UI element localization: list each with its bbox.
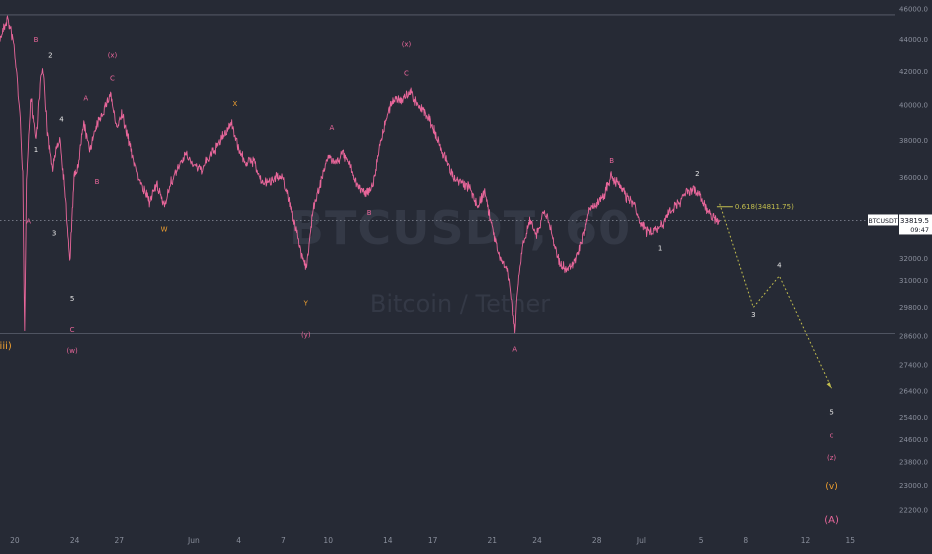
wave-label-26: 3 [751,311,755,319]
wave-label-9: (w) [67,347,78,355]
wave-label-6: 4 [59,115,64,123]
y-tick-label: 42000.0 [899,68,928,76]
x-tick-label: 7 [281,536,286,545]
x-tick-label: Jun [187,536,200,545]
wave-label-16: Y [303,299,309,307]
watermark: BTCUSDT, 60 Bitcoin / Tether [289,201,631,318]
wave-label-3: 1 [34,146,38,154]
wave-label-0: (iii) [0,341,12,352]
y-tick-label: 44000.0 [899,36,928,44]
wave-label-23: B [609,157,614,165]
wave-label-22: A [512,346,517,354]
wave-label-30: (z) [827,454,836,462]
x-tick-label: 14 [383,536,393,545]
x-tick-label: 12 [801,536,811,545]
y-tick-label: 26400.0 [899,387,928,395]
y-tick-label: 40000.0 [899,102,928,110]
y-tick-label: 29800.0 [899,304,928,312]
wave-label-5: 3 [52,230,56,238]
wave-label-31: (v) [825,482,837,492]
x-tick-label: 8 [743,536,748,545]
x-tick-label: 4 [236,536,241,545]
time-axis-panel[interactable] [0,532,932,550]
price-tag-box [899,214,932,235]
price-line [0,15,721,334]
wave-label-11: B [95,178,100,186]
price-axis-panel[interactable] [896,0,932,550]
y-tick-label: 24600.0 [899,436,928,444]
symbol-tag: BTCUSDT [869,218,898,225]
y-tick-label: 23800.0 [899,459,928,467]
horizontal-lines [0,14,895,334]
wave-label-19: B [367,209,372,217]
wave-label-7: 5 [70,295,74,303]
y-tick-label: 23000.0 [899,482,928,490]
wave-label-32: (A) [824,515,839,526]
projection-arrowhead [826,382,832,389]
wave-label-24: 1 [658,244,662,252]
projection-path: 0.618(34811.75) [716,203,833,389]
wave-label-27: 4 [777,261,782,269]
x-tick-label: 17 [428,536,438,545]
wave-label-18: A [330,124,335,132]
y-tick-label: 27400.0 [899,362,928,370]
y-tick-label: 32000.0 [899,255,928,263]
y-tick-label: 46000.0 [899,5,928,13]
y-tick-label: 28600.0 [899,332,928,340]
x-tick-label: 10 [323,536,333,545]
y-tick-label: 25400.0 [899,414,928,422]
wave-label-21: (x) [402,41,412,49]
bar-countdown: 09:47 [910,226,929,234]
wave-label-8: C [70,326,75,334]
wave-label-14: W [161,226,168,234]
wave-label-15: X [233,100,238,108]
wave-label-25: 2 [695,170,699,178]
y-tick-label: 31000.0 [899,277,928,285]
wave-label-28: 5 [829,408,833,416]
x-tick-label: 20 [10,536,20,545]
y-tick-label: 22200.0 [899,507,928,515]
wave-label-1: A [26,217,31,225]
wave-label-12: C [110,75,115,83]
price-series [0,15,721,334]
x-tick-label: 21 [488,536,498,545]
wave-label-29: c [830,432,834,440]
current-price-tag: BTCUSDT 33819.509:47 [868,214,932,235]
wave-labels: (iii) A B 1 2 3 4 5 C (w) A B C (x) W X Y (y) A B C (x) A B 1 2 3 4… [0,36,839,526]
wave-label-13: (x) [108,52,118,60]
y-tick-label: 38000.0 [899,137,928,145]
x-tick-label: Jul [636,536,646,545]
current-price-value: 33819.5 [900,217,929,225]
wave-label-10: A [83,95,88,103]
x-tick-label: 15 [846,536,856,545]
x-tick-label: 24 [532,536,542,545]
y-tick-label: 36000.0 [899,174,928,182]
wave-label-4: 2 [48,52,52,60]
watermark-symbol: BTCUSDT, 60 [289,201,631,255]
watermark-name: Bitcoin / Tether [370,290,550,318]
wave-label-17: (y) [301,331,311,339]
x-tick-label: 5 [699,536,704,545]
symbol-tag-box [868,214,898,226]
fib-label: 0.618(34811.75) [735,203,794,211]
x-tick-label: 28 [592,536,602,545]
wave-label-2: B [34,36,39,44]
wave-label-20: C [404,70,409,78]
x-tick-label: 24 [70,536,80,545]
x-tick-label: 27 [115,536,125,545]
